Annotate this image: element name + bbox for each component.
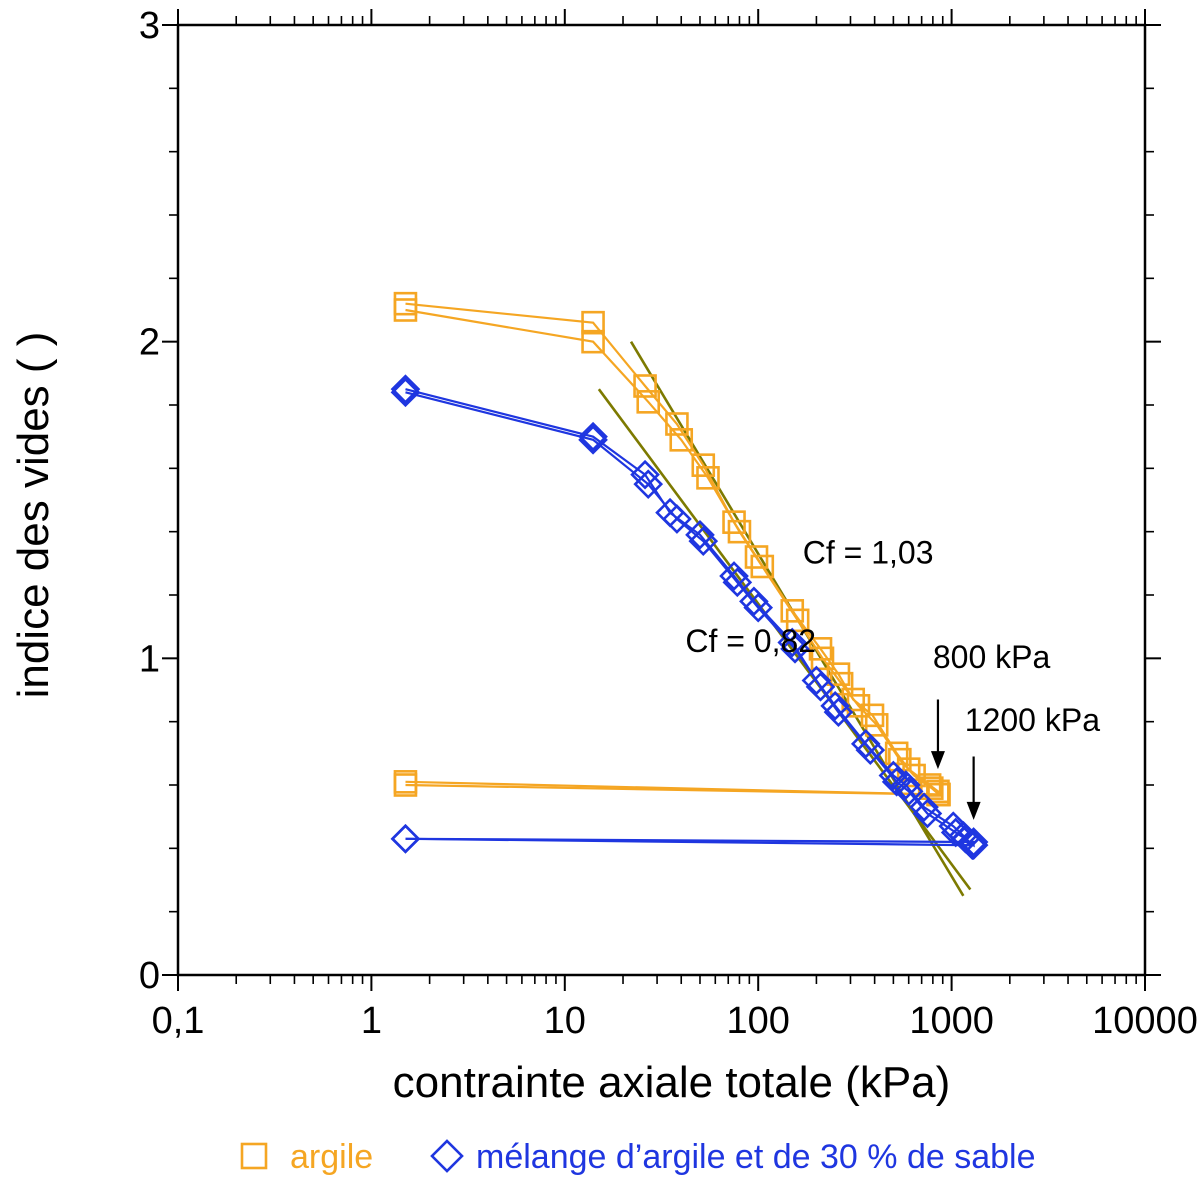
data-point [780,633,810,664]
x-tick-label: 100 [726,1000,789,1042]
data-point [390,374,421,405]
x-tick-label: 1000 [909,1000,994,1042]
legend-label: mélange d’argile et de 30 % de sable [476,1138,1036,1176]
x-tick-label: 1 [361,1000,382,1042]
data-point [688,526,719,557]
data-point [581,329,605,354]
x-tick-label: 10 [544,1000,586,1042]
data-point [393,770,418,794]
data-point [878,760,909,791]
data-point [823,697,854,728]
y-tick-label: 2 [139,322,160,364]
data-point [662,504,692,534]
data-point [390,377,421,408]
data-point [864,713,889,737]
data-point [696,466,720,490]
legend: argile mélange d’argile et de 30 % de sab… [240,1138,1036,1176]
legend-label: argile [290,1138,373,1176]
data-point [909,792,939,823]
plot-frame-group [176,23,1147,977]
data-point [722,567,753,598]
data-point [881,766,912,797]
data-point [636,390,661,414]
data-point [958,827,989,857]
y-tick-label: 0 [139,955,160,997]
legend-marker-diamond [430,1139,464,1173]
data-point [581,310,605,335]
data-point [578,424,608,455]
arrow-head [930,751,945,770]
y-tick-label: 1 [139,638,160,680]
fit-line [597,388,972,891]
data-point [630,459,660,490]
data-point [810,646,835,671]
data-point [958,830,989,861]
data-point [927,782,951,807]
series-line [405,302,940,796]
legend-marker-square [240,1142,268,1170]
y-tick-label: 3 [139,5,160,47]
data-point [801,665,832,696]
x-axis-title: contrainte axiale totale (kPa) [393,1058,951,1107]
data-point [719,561,749,591]
data-point [893,776,924,807]
data-point [393,298,418,322]
data-point [691,453,716,477]
data-point [785,608,810,633]
annotation-label: 1200 kPa [965,702,1100,738]
annotation-label: 800 kPa [933,639,1051,675]
data-point [669,428,694,452]
series-line [405,308,942,796]
data-point [739,586,769,617]
data-point [390,823,421,854]
annotation-label: Cf = 1,03 [803,534,934,570]
arrow-head [966,801,981,820]
y-axis-title: indice des vides ( ) [9,332,58,699]
data-point [727,519,752,544]
data-point [633,469,664,500]
series-group [390,291,989,861]
data-point [578,421,608,452]
data-point [820,690,851,721]
data-point [743,592,774,623]
data-point [912,798,943,829]
x-tick-label: 10000 [1092,1000,1198,1042]
ticks-group: 0,1 1 10 100 1000 10000 0 1 2 3 [139,5,1198,1042]
annotation-label: Cf = 0,82 [685,623,816,659]
data-point [920,776,944,800]
data-point [805,671,836,702]
annotations-group: Cf = 1,03 Cf = 0,82 800 kPa 1200 kPa [685,534,1100,820]
data-point [884,741,909,766]
x-tick-label: 0,1 [152,1000,205,1042]
data-point [777,627,808,658]
data-point [855,735,886,766]
data-point [750,554,775,579]
plot-frame [176,23,1147,977]
